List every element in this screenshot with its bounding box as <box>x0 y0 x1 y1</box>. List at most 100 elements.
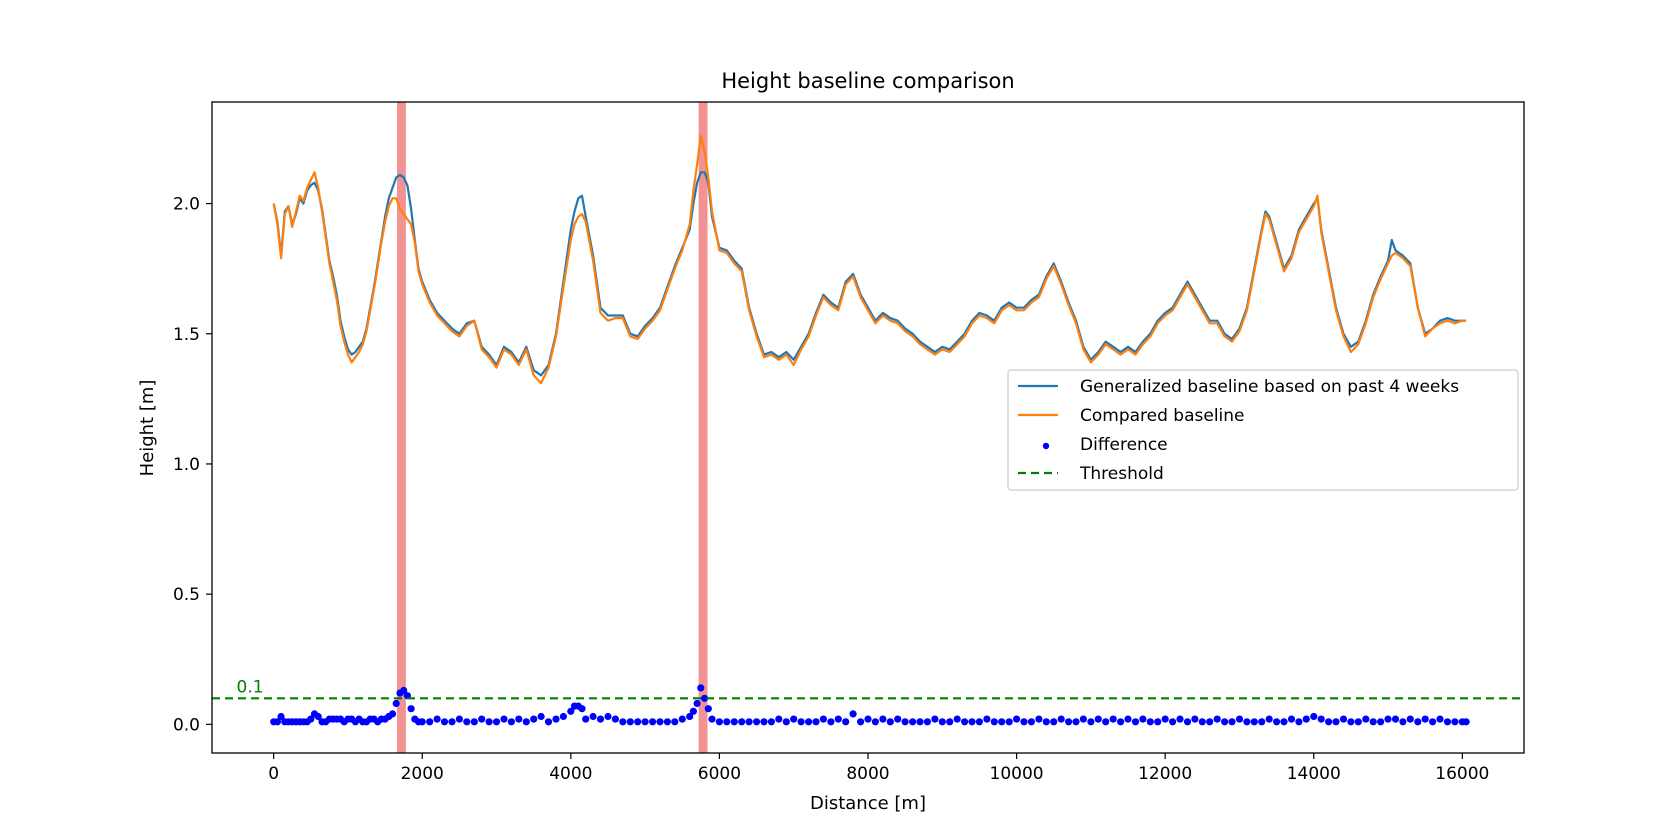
difference-point <box>492 718 501 726</box>
difference-point <box>864 715 872 723</box>
difference-point <box>1265 715 1273 723</box>
y-tick-label: 2.0 <box>173 195 200 215</box>
difference-point <box>277 712 285 721</box>
difference-point <box>463 718 471 726</box>
difference-point <box>656 718 664 726</box>
difference-point <box>455 715 463 723</box>
difference-point <box>537 712 545 721</box>
difference-point <box>478 715 486 723</box>
difference-point <box>1183 718 1192 726</box>
difference-point <box>544 718 553 726</box>
difference-point <box>1191 715 1199 723</box>
difference-point <box>1131 718 1140 726</box>
difference-point <box>686 712 694 721</box>
difference-point <box>1273 718 1281 726</box>
difference-point <box>1124 715 1132 723</box>
difference-point <box>1250 718 1258 726</box>
x-tick-label: 6000 <box>698 764 741 784</box>
difference-point <box>1302 715 1310 723</box>
difference-point <box>812 718 820 726</box>
difference-point <box>619 718 627 726</box>
difference-point <box>1213 715 1221 723</box>
difference-point <box>1421 715 1429 723</box>
difference-point <box>901 718 909 726</box>
difference-point <box>1042 718 1050 726</box>
difference-point <box>470 718 478 726</box>
difference-point <box>522 718 530 726</box>
legend-swatch-dot <box>1042 442 1050 450</box>
difference-point <box>990 718 998 726</box>
difference-point <box>589 712 597 721</box>
y-tick-label: 0.0 <box>173 715 200 735</box>
difference-point <box>998 718 1006 726</box>
difference-point <box>723 718 731 726</box>
difference-point <box>1258 718 1266 726</box>
difference-point <box>567 707 575 715</box>
highlight-region-1 <box>698 102 708 753</box>
difference-point <box>983 715 991 723</box>
difference-point <box>559 712 568 721</box>
difference-point <box>1161 715 1169 723</box>
difference-point <box>923 718 932 726</box>
difference-point <box>448 718 456 726</box>
plot-area <box>212 102 1524 753</box>
difference-point <box>1354 718 1362 726</box>
difference-point <box>1414 718 1422 726</box>
legend: Generalized baseline based on past 4 wee… <box>1007 369 1519 491</box>
difference-point <box>1139 715 1147 723</box>
difference-point <box>1169 718 1177 726</box>
difference-point <box>1429 718 1437 726</box>
difference-point <box>916 718 924 726</box>
difference-point <box>663 718 672 726</box>
y-tick-label: 0.5 <box>173 585 200 605</box>
difference-point <box>500 715 508 723</box>
legend-label: Compared baseline <box>1080 406 1245 426</box>
difference-point <box>1369 718 1377 726</box>
difference-point <box>1399 718 1407 726</box>
x-tick-label: 8000 <box>846 764 889 784</box>
difference-point <box>715 718 724 726</box>
axis-ticks: 0.1 0 2000 4000 6000 8000 10000 12000 14000 16000… <box>173 195 1489 784</box>
difference-point <box>626 718 634 726</box>
x-tick-label: 12000 <box>1138 764 1192 784</box>
difference-point <box>704 705 712 713</box>
difference-point <box>805 718 813 726</box>
difference-point <box>641 718 649 726</box>
difference-point <box>938 718 946 726</box>
x-tick-label: 16000 <box>1435 764 1489 784</box>
x-tick-label: 4000 <box>549 764 592 784</box>
difference-point <box>1377 718 1385 726</box>
difference-point <box>1235 715 1244 723</box>
difference-point <box>1339 715 1348 723</box>
difference-point <box>1310 712 1318 721</box>
difference-point <box>388 710 397 718</box>
difference-point <box>1109 715 1117 723</box>
difference-point <box>515 715 523 723</box>
threshold-label: 0.1 <box>237 677 264 697</box>
difference-point <box>1027 718 1035 726</box>
difference-point <box>1050 718 1058 726</box>
difference-point <box>819 715 828 723</box>
difference-point <box>767 718 776 726</box>
difference-point <box>649 718 657 726</box>
difference-point <box>1005 718 1013 726</box>
difference-point <box>1176 715 1184 723</box>
difference-point <box>1391 715 1400 723</box>
legend-label: Generalized baseline based on past 4 wee… <box>1080 377 1459 397</box>
difference-point <box>1198 718 1206 726</box>
difference-point <box>1117 718 1125 726</box>
difference-point <box>552 715 560 723</box>
difference-point <box>857 718 865 726</box>
difference-point <box>1443 718 1452 726</box>
difference-point <box>953 715 961 723</box>
difference-point <box>1406 715 1414 723</box>
difference-point <box>975 718 984 726</box>
difference-point <box>894 715 902 723</box>
difference-point <box>775 715 783 723</box>
y-tick-label: 1.0 <box>173 455 200 475</box>
difference-point <box>760 718 768 726</box>
difference-point <box>1384 715 1392 723</box>
difference-point <box>730 718 738 726</box>
difference-point <box>909 718 917 726</box>
